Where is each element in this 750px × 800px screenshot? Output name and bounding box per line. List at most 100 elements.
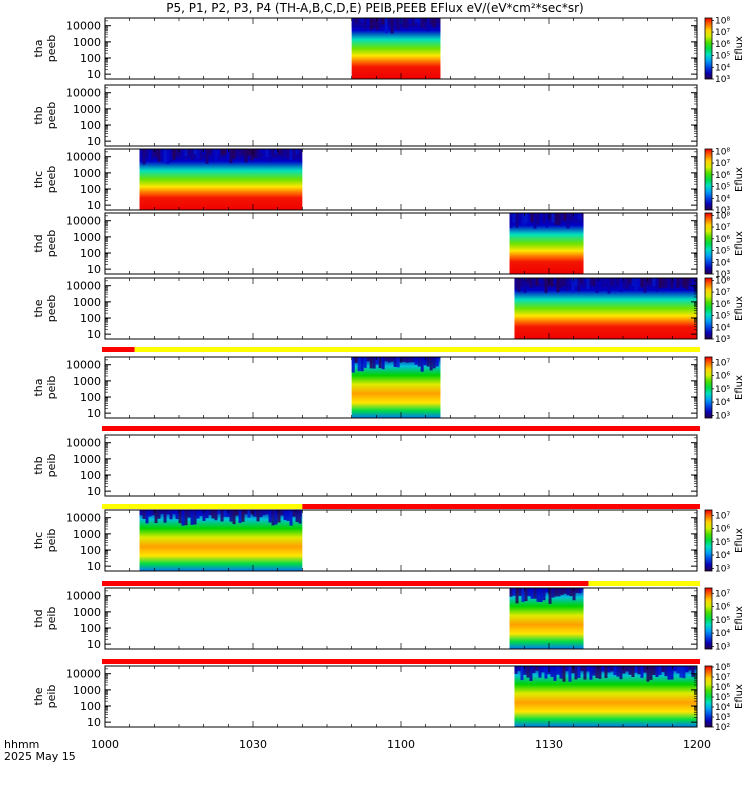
spectrogram-column (211, 510, 215, 519)
y-tick-label: 10 (87, 68, 101, 81)
spectrogram-column (565, 278, 569, 291)
y-tick-label: 10 (87, 199, 101, 212)
spectrogram-column (238, 149, 242, 154)
spectrogram-column (586, 278, 590, 290)
spectrogram-block (509, 588, 584, 649)
colorbar-tick-label: 10⁷ (715, 223, 730, 233)
colorbar-tick-label: 10³ (715, 75, 730, 85)
colorbar-tick-label: 10⁶ (715, 372, 730, 382)
spectrogram-column (542, 213, 546, 224)
spectrogram-column (298, 149, 302, 161)
spectrogram-column (226, 149, 230, 160)
spectrogram-column (515, 213, 519, 228)
spectrogram-column (517, 278, 521, 292)
colorbar-label: Eflux (734, 375, 745, 400)
spectrogram-column (259, 510, 263, 518)
spectrogram-column (634, 666, 638, 673)
spectrogram-column (241, 149, 245, 156)
spectrogram-column (250, 149, 254, 161)
y-tick-label: 1000 (73, 606, 101, 619)
spectrogram-column (190, 510, 194, 525)
spectrogram-column (533, 213, 537, 229)
spectrogram-column (292, 510, 296, 517)
spectrogram-column (420, 18, 424, 28)
spectrogram-column (429, 357, 433, 371)
y-tick-label: 10 (87, 135, 101, 148)
spectrogram-column (360, 357, 364, 372)
spectrogram-column (578, 213, 582, 221)
spectrogram-column (262, 510, 266, 516)
panel-species-label: peeb (45, 295, 58, 323)
spectrogram-column (432, 18, 436, 28)
colorbar-tick-label: 10⁶ (715, 235, 730, 245)
panel-probe-label: thd (32, 234, 45, 252)
spectrogram-column (277, 510, 281, 523)
y-tick-label: 10 (87, 407, 101, 420)
spectrogram-column (604, 278, 608, 284)
spectrogram-column (607, 666, 611, 673)
colorbar (704, 665, 713, 728)
spectrogram-column (214, 149, 218, 161)
colorbar-tick-label: 10⁴ (715, 703, 730, 713)
spectrogram-column (271, 510, 275, 526)
spectrogram-column (265, 510, 269, 515)
colorbar (704, 356, 713, 419)
spectrogram-column (178, 149, 182, 156)
spectrogram-column (378, 18, 382, 29)
spectrogram-column (196, 510, 200, 519)
panel-probe-label: thb (32, 456, 45, 474)
y-tick-label: 10 (87, 263, 101, 276)
mode-bar-segment (134, 347, 701, 352)
spectrogram-column (622, 278, 626, 289)
spectrogram-column (286, 149, 290, 159)
spectrogram-column (643, 666, 647, 673)
spectrogram-column (589, 666, 593, 680)
colorbar-tick-label: 10⁶ (715, 300, 730, 310)
colorbar-tick-label: 10⁷ (715, 673, 730, 683)
spectrogram-column (289, 149, 293, 160)
spectrogram-column (688, 278, 692, 284)
spectrogram-column (283, 510, 287, 521)
x-tick-label: 1100 (387, 738, 415, 751)
colorbar-tick-label: 10⁶ (715, 683, 730, 693)
y-tick-label: 1000 (73, 167, 101, 180)
spectrogram-column (583, 666, 587, 680)
spectrogram-column (571, 278, 575, 293)
y-tick-label: 10 (87, 638, 101, 651)
spectrogram-column (595, 278, 599, 294)
spectrogram-column (550, 666, 554, 677)
spectrogram-column (688, 666, 692, 671)
spectrogram-column (417, 18, 421, 25)
spectrogram-column (408, 18, 412, 24)
spectrogram-column (208, 510, 212, 516)
y-tick-label: 10000 (66, 359, 101, 372)
spectrogram-column (652, 666, 656, 676)
colorbar-tick-label: 10⁶ (715, 40, 730, 50)
spectrogram-column (691, 278, 695, 288)
spectrogram-column (562, 278, 566, 287)
colorbar (704, 17, 713, 80)
spectrogram-column (550, 278, 554, 287)
spectrogram-column (661, 666, 665, 673)
colorbar-label: Eflux (734, 528, 745, 553)
spectrogram-column (351, 18, 355, 28)
spectrogram-column (181, 149, 185, 162)
spectrogram-column (691, 666, 695, 677)
spectrogram-column (628, 666, 632, 675)
spectrogram-column (408, 357, 412, 363)
colorbar-tick-label: 10⁴ (715, 629, 730, 639)
colorbar-tick-label: 10⁸ (715, 663, 730, 673)
spectrogram-column (535, 278, 539, 286)
spectrogram-column (363, 18, 367, 30)
colorbar-tick-label: 10³ (715, 642, 730, 652)
spectrogram-column (357, 357, 361, 372)
panel-probe-label: thb (32, 106, 45, 124)
spectrogram-column (250, 510, 254, 515)
mode-bar-segment (102, 426, 700, 431)
spectrogram-column (366, 18, 370, 26)
spectrogram-column (664, 666, 668, 677)
spectrogram-column (196, 149, 200, 159)
spectrogram-column (396, 357, 400, 368)
spectrogram-column (682, 278, 686, 288)
